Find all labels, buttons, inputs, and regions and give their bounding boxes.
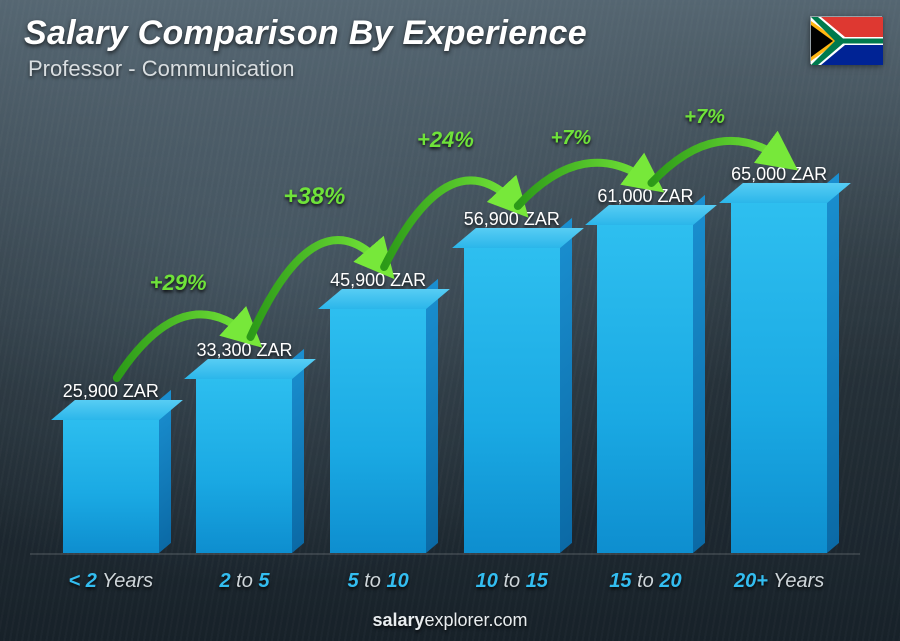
growth-arc-3 [518, 163, 652, 206]
footer-brand: salaryexplorer.com [0, 610, 900, 631]
page-title: Salary Comparison By Experience [24, 14, 587, 53]
x-axis-labels: < 2 Years 2 to 5 5 to 10 10 to 15 15 to 20 20… [38, 570, 852, 593]
footer-brand-rest: explorer.com [425, 610, 528, 630]
chart-baseline [30, 553, 860, 555]
footer-brand-bold: salary [372, 610, 424, 630]
x-label-3: 10 to 15 [452, 570, 572, 593]
growth-arc-2 [384, 180, 518, 267]
growth-arc-1 [250, 240, 384, 337]
x-label-1: 2 to 5 [184, 570, 304, 593]
growth-arc-0 [117, 314, 251, 378]
x-label-2: 5 to 10 [318, 570, 438, 593]
page-subtitle: Professor - Communication [28, 56, 295, 82]
south-africa-flag-icon [810, 16, 882, 64]
growth-arc-4 [651, 141, 785, 183]
x-label-4: 15 to 20 [585, 570, 705, 593]
x-label-5: 20+ Years [719, 570, 839, 593]
arcs-svg [38, 110, 852, 553]
x-label-0: < 2 Years [51, 570, 171, 593]
bar-chart: 25,900 ZAR33,300 ZAR45,900 ZAR56,900 ZAR… [38, 110, 852, 553]
